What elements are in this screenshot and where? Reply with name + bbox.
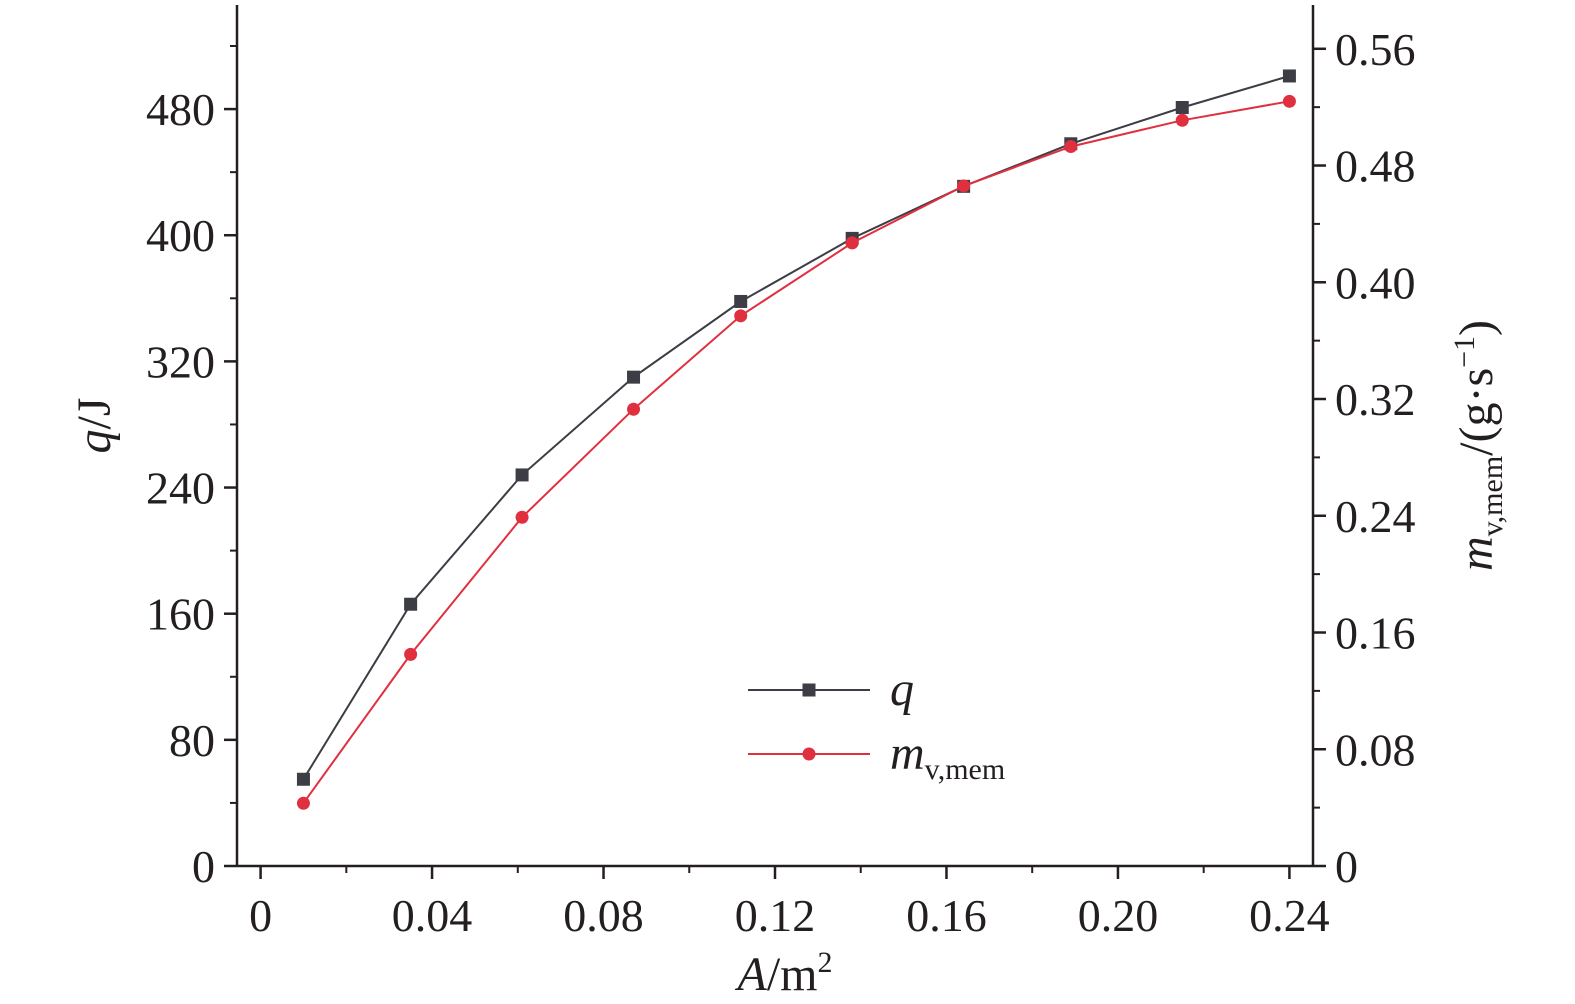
data-point-m: [627, 402, 641, 416]
y-axis-left-title: q/J: [68, 397, 121, 453]
y-left-tick-label: 320: [146, 336, 215, 387]
legend-label-sub: v,mem: [925, 753, 1006, 786]
data-point-q: [404, 597, 418, 611]
series-group: [296, 69, 1296, 810]
y-right-tick-label: 0.24: [1335, 491, 1416, 542]
y-left-tick-label: 240: [146, 463, 215, 514]
x-axis-title-unit: /m: [767, 948, 818, 1001]
data-point-q: [1175, 101, 1189, 114]
legend-label-q: q: [890, 663, 914, 716]
y-right-tick-label: 0.40: [1335, 257, 1416, 308]
x-axis-title-sup: 2: [818, 946, 833, 979]
data-point-q: [1282, 69, 1296, 83]
data-point-q: [296, 772, 310, 786]
legend-marker-q: [802, 683, 816, 697]
y-left-tick-label: 80: [169, 715, 215, 766]
legend-label-name: m: [890, 727, 925, 780]
y-left-tick-label: 160: [146, 589, 215, 640]
y-right-tick-label: 0.32: [1335, 374, 1416, 425]
y-left-tick-label: 400: [146, 210, 215, 261]
y-axis-right-title-sup: −1: [1448, 336, 1481, 368]
y-axis-right-title-unit: /(g·s: [1450, 368, 1503, 456]
x-tick-label: 0.24: [1249, 890, 1330, 941]
y-axis-left-title-var: q: [68, 430, 121, 454]
y-left-tick-label: 480: [146, 84, 215, 135]
x-axis-title-var: A: [735, 948, 768, 1001]
y-axis-left-title-unit: /J: [68, 397, 121, 429]
plot-frame: [235, 5, 1315, 868]
legend-marker-m: [802, 747, 816, 761]
y-axis-right-title-close: ): [1450, 320, 1503, 336]
x-tick-label: 0.12: [735, 890, 816, 941]
x-axis: 0 0.04 0.08 0.12 0.16 0.20 0.24: [249, 866, 1330, 941]
y-axis-right: 0 0.08 0.16 0.24 0.32 0.40 0.48 0.56: [1313, 24, 1416, 892]
y-right-tick-label: 0.56: [1335, 24, 1416, 75]
y-axis-right-title-sub: v,mem: [1476, 456, 1509, 537]
data-point-m: [845, 236, 859, 250]
series-line-q: [302, 75, 1290, 780]
legend-label-m: mv,mem: [890, 727, 1005, 786]
data-point-m: [1282, 94, 1296, 108]
y-right-tick-label: 0.08: [1335, 724, 1416, 775]
data-point-m: [1175, 113, 1189, 127]
data-point-m: [734, 309, 748, 323]
x-tick-label: 0: [249, 890, 272, 941]
x-tick-label: 0.20: [1078, 890, 1159, 941]
y-axis-left: 0 80 160 240 320 400 480: [146, 45, 237, 892]
y-right-tick-label: 0.16: [1335, 608, 1416, 659]
data-point-q: [627, 370, 641, 384]
data-point-q: [515, 468, 529, 482]
series-line-m: [302, 100, 1290, 804]
x-tick-label: 0.16: [906, 890, 987, 941]
x-tick-label: 0.08: [563, 890, 644, 941]
data-point-m: [515, 510, 529, 524]
data-point-m: [404, 647, 418, 661]
legend: qmv,mem: [748, 663, 1005, 786]
y-right-tick-label: 0.48: [1335, 141, 1416, 192]
x-axis-title: A/m2: [735, 946, 833, 1001]
y-left-tick-label: 0: [192, 841, 215, 892]
data-point-q: [734, 294, 748, 308]
legend-label-name: q: [890, 663, 914, 716]
data-point-m: [296, 796, 310, 810]
y-right-tick-label: 0: [1335, 841, 1358, 892]
y-axis-right-title-var: m: [1450, 536, 1503, 571]
data-point-m: [1064, 140, 1078, 154]
x-tick-label: 0.04: [392, 890, 473, 941]
y-axis-right-title: mv,mem/(g·s−1): [1448, 320, 1509, 571]
data-point-m: [957, 179, 971, 193]
